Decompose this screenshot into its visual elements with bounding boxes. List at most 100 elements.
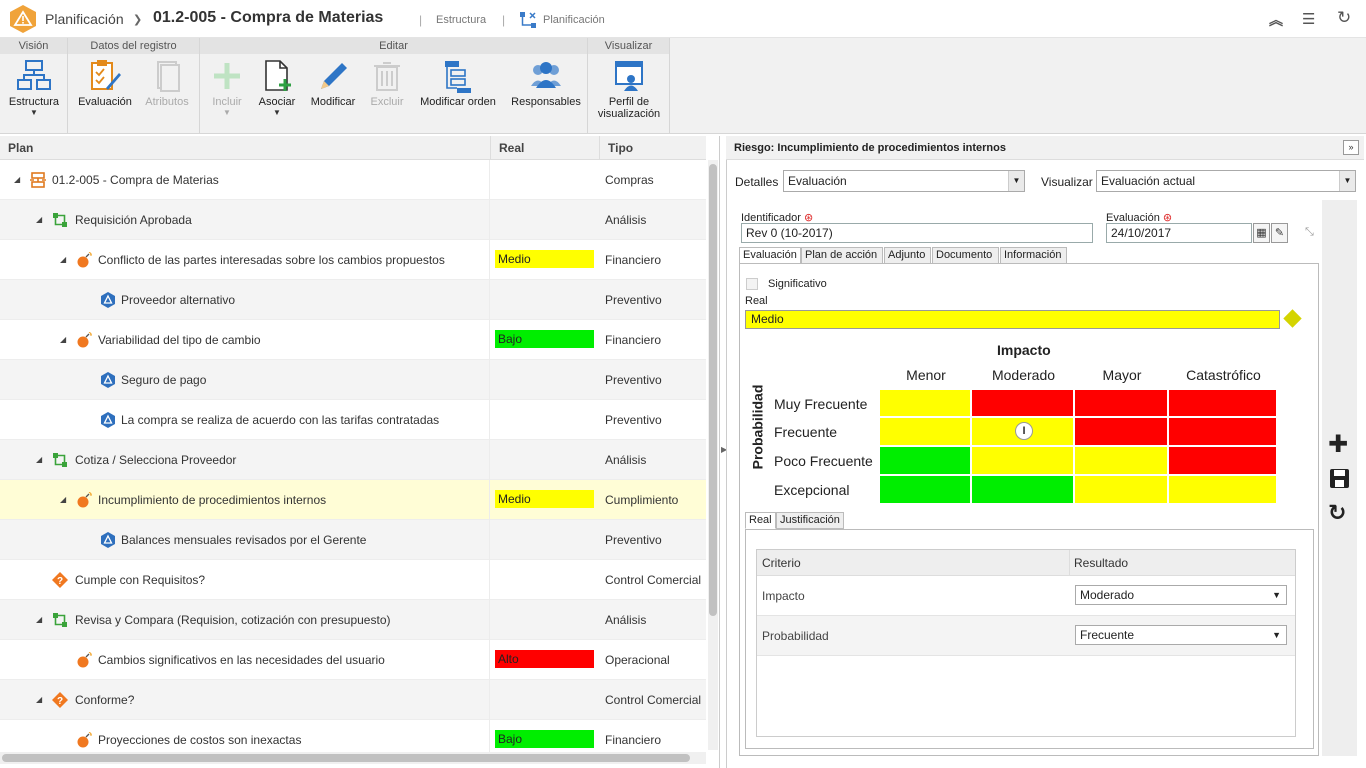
table-row[interactable]: ◢ Revisa y Compara (Requision, cotización…: [0, 600, 706, 640]
expand-toggle-icon[interactable]: ◢: [60, 335, 67, 344]
add-icon[interactable]: ✚: [1328, 431, 1349, 458]
risk-matrix-cell[interactable]: [1075, 390, 1169, 418]
undo-icon[interactable]: ↻: [1328, 500, 1347, 525]
planning-link[interactable]: Planificación: [543, 14, 605, 26]
save-icon[interactable]: [1329, 468, 1350, 489]
column-divider: [489, 440, 490, 480]
tab-plan-de-acci-n[interactable]: Plan de acción: [801, 247, 883, 264]
risk-matrix-cell[interactable]: [1169, 447, 1278, 476]
risk-matrix-cell[interactable]: [1075, 447, 1169, 476]
column-header-real[interactable]: Real: [490, 136, 599, 160]
criterion-name: Probabilidad: [762, 629, 829, 643]
result-select[interactable]: Frecuente ▼: [1075, 625, 1287, 645]
modify-button[interactable]: Modificar: [304, 58, 362, 108]
table-row[interactable]: Balances mensuales revisados por el Gere…: [0, 520, 706, 560]
module-title[interactable]: Planificación: [45, 11, 124, 27]
tab-evaluaci-n[interactable]: Evaluación: [739, 247, 801, 264]
risk-matrix-cell[interactable]: [880, 390, 972, 418]
refresh-icon[interactable]: ↻: [1337, 8, 1352, 27]
exclude-button[interactable]: Excluir: [364, 58, 410, 108]
column-header-type[interactable]: Tipo: [599, 136, 706, 160]
evaluation-clipboard-icon: [91, 60, 121, 90]
subtab-real[interactable]: Real: [745, 512, 776, 529]
result-select[interactable]: Moderado ▼: [1075, 585, 1287, 605]
expand-toggle-icon[interactable]: ◢: [60, 495, 67, 504]
tab-documento[interactable]: Documento: [932, 247, 999, 264]
risk-matrix-cell[interactable]: [972, 390, 1075, 418]
responsibles-button[interactable]: Responsables: [506, 58, 586, 108]
criteria-grid: Criterio Resultado Impacto Moderado ▼ Proba…: [756, 549, 1296, 737]
attributes-button[interactable]: Atributos: [138, 58, 196, 108]
table-row[interactable]: ◢ 01.2-005 - Compra de Materias Compras: [0, 160, 706, 200]
risk-matrix-cell[interactable]: [1169, 476, 1278, 505]
list-menu-icon[interactable]: ☰: [1302, 11, 1316, 28]
tab-adjunto[interactable]: Adjunto: [884, 247, 931, 264]
significant-checkbox[interactable]: [746, 278, 758, 290]
expand-toggle-icon[interactable]: ◢: [36, 615, 43, 624]
table-row[interactable]: ◢ Conflicto de las partes interesadas sob…: [0, 240, 706, 280]
row-label: Proyecciones de costos son inexactas: [98, 733, 302, 747]
profile-button[interactable]: Perfil de visualización: [594, 58, 664, 120]
table-row[interactable]: ◢ Cotiza / Selecciona Proveedor Análisis: [0, 440, 706, 480]
expand-toggle-icon[interactable]: ◢: [36, 455, 43, 464]
table-row[interactable]: Proyecciones de costos son inexactas Bajo…: [0, 720, 706, 760]
row-label: Variabilidad del tipo de cambio: [98, 333, 261, 347]
table-row[interactable]: ◢ Incumplimiento de procedimientos intern…: [0, 480, 706, 520]
evaluation-date-field[interactable]: 24/10/2017: [1106, 223, 1252, 243]
risk-matrix-cell[interactable]: [972, 476, 1075, 505]
row-label: Cumple con Requisitos?: [75, 573, 206, 587]
column-divider: [489, 320, 490, 360]
table-row[interactable]: ? Cumple con Requisitos? Control Comercial: [0, 560, 706, 600]
visualize-select[interactable]: Evaluación actual ▼: [1096, 170, 1356, 192]
subtab-justificaci-n[interactable]: Justificación: [776, 512, 844, 529]
column-header-plan[interactable]: Plan: [0, 136, 490, 160]
table-row[interactable]: Seguro de pago Preventivo: [0, 360, 706, 400]
impact-axis-title: Impacto: [997, 342, 1051, 358]
collapse-arrows-icon[interactable]: ⤡: [1305, 226, 1314, 238]
expand-toggle-icon[interactable]: ◢: [14, 175, 21, 184]
identifier-label-text: Identificador: [741, 212, 801, 224]
tab-informaci-n[interactable]: Información: [1000, 247, 1067, 264]
risk-matrix-cell[interactable]: [1169, 390, 1278, 418]
clear-brush-icon[interactable]: ✎: [1271, 223, 1288, 243]
include-button[interactable]: Incluir ▼: [204, 58, 250, 118]
expand-toggle-icon[interactable]: ◢: [60, 255, 67, 264]
table-row[interactable]: ◢? Conforme? Control Comercial: [0, 680, 706, 720]
table-row[interactable]: Proveedor alternativo Preventivo: [0, 280, 706, 320]
scrollbar-thumb[interactable]: [709, 164, 717, 616]
risk-matrix-cell[interactable]: [880, 447, 972, 476]
expand-toggle-icon[interactable]: ◢: [36, 695, 43, 704]
risk-matrix-cell[interactable]: [1169, 418, 1278, 447]
row-label: Balances mensuales revisados por el Gere…: [121, 533, 367, 547]
splitter-handle-icon[interactable]: ▶: [721, 445, 728, 454]
identifier-field[interactable]: Rev 0 (10-2017): [741, 223, 1093, 243]
risk-matrix-cell[interactable]: [1075, 418, 1169, 447]
required-icon: ⊛: [804, 212, 814, 224]
scrollbar-thumb[interactable]: [2, 754, 690, 762]
expand-toggle-icon[interactable]: ◢: [36, 215, 43, 224]
risk-matrix-cell[interactable]: [880, 418, 972, 447]
modify-order-button[interactable]: Modificar orden: [414, 58, 502, 108]
details-select[interactable]: Evaluación ▼: [783, 170, 1025, 192]
structure-link[interactable]: Estructura: [436, 14, 487, 26]
table-row[interactable]: La compra se realiza de acuerdo con las …: [0, 400, 706, 440]
row-type: Control Comercial: [605, 573, 702, 587]
table-row[interactable]: ◢ Variabilidad del tipo de cambio Bajo Fina…: [0, 320, 706, 360]
planning-icon[interactable]: [519, 11, 537, 29]
table-row[interactable]: Cambios significativos en las necesidade…: [0, 640, 706, 680]
row-type: Preventivo: [605, 413, 662, 427]
table-row[interactable]: ◢ Requisición Aprobada Análisis: [0, 200, 706, 240]
associate-button[interactable]: Asociar ▼: [254, 58, 300, 118]
risk-matrix-cell[interactable]: [972, 447, 1075, 476]
expand-panel-icon[interactable]: »: [1343, 140, 1359, 155]
calendar-icon[interactable]: ▦: [1253, 223, 1270, 243]
collapse-up-icon[interactable]: ︽: [1269, 12, 1283, 28]
risk-matrix-cell[interactable]: [880, 476, 972, 505]
structure-button[interactable]: Estructura ▼: [4, 58, 64, 118]
row-type: Operacional: [605, 653, 670, 667]
risk-matrix-cell[interactable]: [1075, 476, 1169, 505]
impact-column-label: Moderado: [991, 367, 1056, 383]
attributes-icon: [157, 61, 180, 92]
result-select-value: Moderado: [1080, 588, 1135, 602]
evaluation-button[interactable]: Evaluación: [74, 58, 136, 108]
